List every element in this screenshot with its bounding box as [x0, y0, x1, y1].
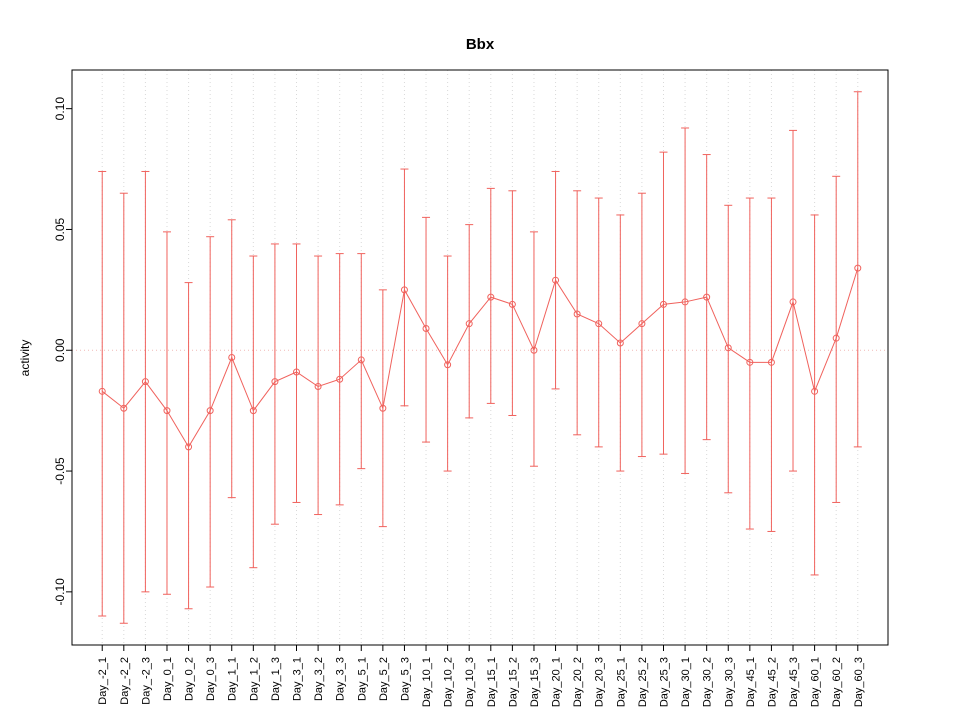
- x-tick-label: Day_45_1: [745, 657, 757, 707]
- data-point: [638, 320, 646, 328]
- x-tick-label: Day_0_2: [184, 657, 196, 701]
- x-tick-label: Day_-2_1: [97, 657, 109, 705]
- data-point: [357, 356, 365, 364]
- x-axis: Day_-2_1 Day_-2_2 Day_-2_3 Day_0_1 Day_0_2 Da…: [97, 645, 865, 707]
- x-tick-label: Day_30_3: [723, 657, 735, 707]
- data-point: [465, 320, 473, 328]
- data-point: [832, 334, 840, 342]
- x-tick-label: Day_3_1: [292, 657, 304, 701]
- data-point: [595, 320, 603, 328]
- y-tick-label: 0.10: [53, 97, 67, 121]
- data-point: [573, 310, 581, 318]
- y-tick-label: -0.05: [53, 457, 67, 485]
- x-tick-label: Day_-2_2: [119, 657, 131, 705]
- data-point: [249, 407, 257, 415]
- data-point: [508, 300, 516, 308]
- x-tick-label: Day_3_2: [313, 657, 325, 701]
- data-point: [314, 382, 322, 390]
- data-point: [400, 286, 408, 294]
- data-point: [120, 404, 128, 412]
- x-tick-label: Day_5_3: [399, 657, 411, 701]
- x-tick-label: Day_15_2: [507, 657, 519, 707]
- x-tick-label: Day_60_1: [810, 657, 822, 707]
- x-tick-label: Day_20_2: [572, 657, 584, 707]
- x-tick-label: Day_-2_3: [140, 657, 152, 705]
- chart-title: Bbx: [465, 36, 495, 53]
- data-point: [724, 344, 732, 352]
- x-tick-label: Day_25_3: [658, 657, 670, 707]
- data-point: [422, 325, 430, 333]
- data-point: [379, 404, 387, 412]
- grid-lines: [101, 70, 859, 645]
- x-tick-label: Day_30_1: [680, 657, 692, 707]
- y-tick-label: 0.00: [53, 338, 67, 362]
- data-point: [530, 346, 538, 354]
- x-tick-label: Day_1_1: [227, 657, 239, 701]
- data-point: [552, 276, 560, 284]
- data-point: [854, 264, 862, 272]
- data-point: [789, 298, 797, 306]
- data-point: [185, 443, 193, 451]
- y-tick-label: -0.10: [53, 578, 67, 606]
- data-points: [98, 264, 862, 451]
- data-point: [98, 387, 106, 395]
- data-point: [811, 387, 819, 395]
- data-point: [141, 378, 149, 386]
- x-tick-label: Day_20_3: [594, 657, 606, 707]
- x-tick-label: Day_10_3: [464, 657, 476, 707]
- x-tick-label: Day_1_3: [270, 657, 282, 701]
- data-point: [487, 293, 495, 301]
- series-line: [101, 267, 859, 448]
- x-tick-label: Day_1_2: [248, 657, 260, 701]
- x-tick-label: Day_0_3: [205, 657, 217, 701]
- data-point: [616, 339, 624, 347]
- data-point: [228, 354, 236, 361]
- x-tick-label: Day_3_3: [335, 657, 347, 701]
- data-point: [444, 361, 452, 369]
- data-point: [206, 407, 214, 415]
- x-tick-label: Day_60_2: [831, 657, 843, 707]
- plot-border: [71, 69, 889, 646]
- x-tick-label: Day_5_1: [356, 657, 368, 701]
- data-point: [767, 358, 775, 366]
- data-point: [681, 298, 689, 306]
- data-point: [336, 375, 344, 383]
- x-tick-label: Day_30_2: [702, 657, 714, 707]
- error-bars: [98, 91, 862, 624]
- x-tick-label: Day_5_2: [378, 657, 390, 701]
- x-tick-label: Day_10_1: [421, 657, 433, 707]
- x-tick-label: Day_20_1: [551, 657, 563, 707]
- x-tick-label: Day_0_1: [162, 657, 174, 701]
- x-tick-label: Day_60_3: [853, 657, 865, 707]
- x-tick-label: Day_25_1: [615, 657, 627, 707]
- data-point: [293, 368, 301, 376]
- y-axis: -0.10 -0.05 0.00 0.05 0.10: [53, 97, 72, 606]
- data-point: [659, 300, 667, 308]
- x-tick-label: Day_25_2: [637, 657, 649, 707]
- data-point: [746, 358, 754, 366]
- data-point: [271, 378, 279, 386]
- x-tick-label: Day_45_2: [766, 657, 778, 707]
- data-point: [163, 407, 171, 415]
- data-point: [703, 293, 711, 301]
- x-tick-label: Day_10_2: [443, 657, 455, 707]
- x-tick-label: Day_15_3: [529, 657, 541, 707]
- y-tick-label: 0.05: [53, 217, 67, 241]
- x-tick-label: Day_45_3: [788, 657, 800, 707]
- x-tick-label: Day_15_1: [486, 657, 498, 707]
